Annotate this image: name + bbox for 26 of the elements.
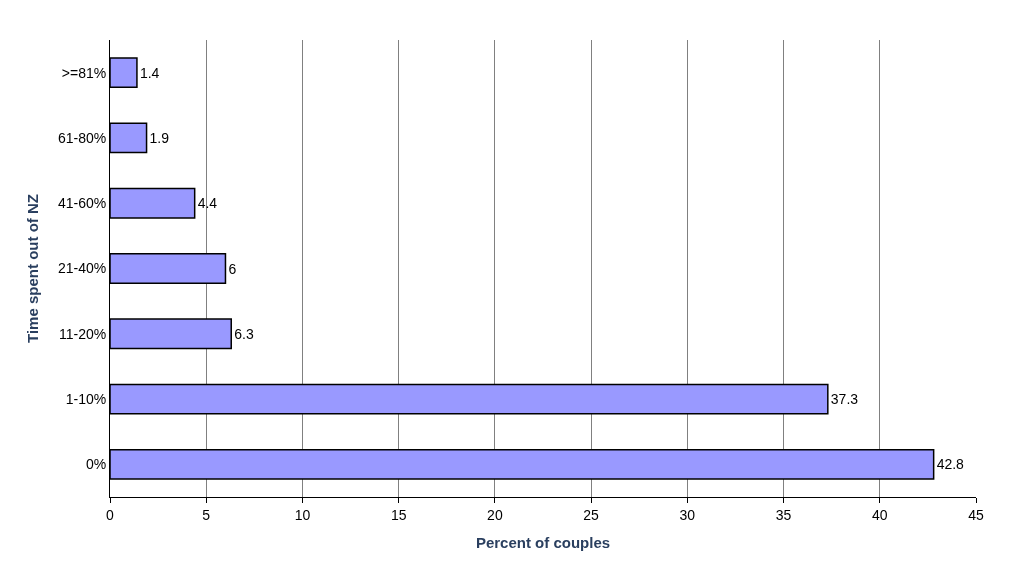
data-label: 37.3: [830, 391, 859, 408]
data-label: 1.4: [139, 64, 160, 81]
y-axis-title: Time spent out of NZ: [24, 194, 42, 343]
x-tick-label: 0: [106, 506, 115, 523]
y-tick-label: 1-10%: [65, 390, 107, 407]
x-tick-label: 20: [487, 506, 503, 523]
x-axis-title: Percent of couples: [475, 533, 611, 551]
data-label: 6: [228, 260, 237, 277]
x-tick-label: 35: [775, 506, 792, 523]
data-label: 6.3: [234, 325, 254, 342]
data-label: 1.9: [149, 129, 170, 146]
y-tick-label: 11-20%: [58, 325, 107, 342]
x-tick-label: 30: [679, 506, 696, 523]
x-tick-label: 15: [390, 506, 407, 523]
y-tick-label: >=81%: [61, 64, 107, 81]
data-label: 42.8: [936, 456, 965, 473]
x-tick-label: 10: [294, 506, 311, 523]
x-tick-label: 5: [202, 506, 211, 523]
y-tick-label: 21-40%: [57, 260, 107, 277]
y-tick-label: 61-80%: [57, 129, 107, 146]
data-label: 4.4: [197, 195, 218, 212]
x-tick-label: 25: [583, 506, 600, 523]
x-tick-label: 40: [871, 506, 888, 523]
y-tick-label: 41-60%: [57, 195, 107, 212]
y-tick-label: 0%: [85, 456, 107, 473]
x-tick-label: 45: [968, 506, 984, 523]
